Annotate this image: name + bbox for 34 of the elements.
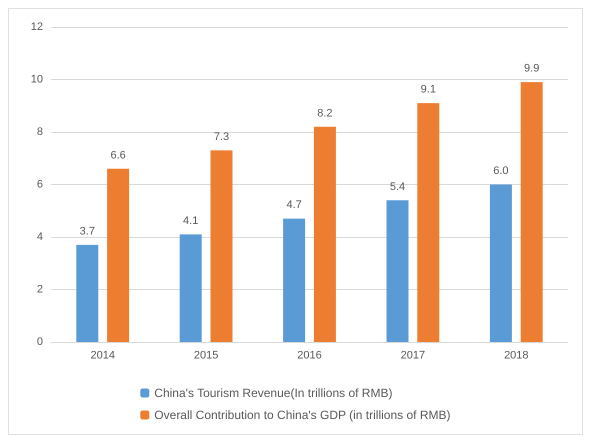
x-tick-label: 2016 xyxy=(297,350,322,362)
data-label: 6.6 xyxy=(110,149,126,162)
data-label: 8.2 xyxy=(317,107,333,120)
legend-label: Overall Contribution to China's GDP (in trillions of RMB) xyxy=(154,408,450,422)
data-label: 3.7 xyxy=(80,225,95,238)
data-label: 4.7 xyxy=(286,199,302,212)
bar xyxy=(76,244,98,342)
legend-label: China's Tourism Revenue(In trillions of RMB) xyxy=(154,386,392,400)
bar xyxy=(386,200,408,342)
y-tick-label: 0 xyxy=(36,336,43,348)
bar xyxy=(490,184,512,342)
bar xyxy=(417,103,440,342)
bar xyxy=(520,82,543,342)
data-label: 6.0 xyxy=(493,165,509,177)
y-tick-label: 10 xyxy=(30,74,43,86)
data-label: 5.4 xyxy=(390,180,406,193)
y-tick-label: 4 xyxy=(36,231,43,243)
data-label: 4.1 xyxy=(183,214,198,227)
bar xyxy=(314,126,336,342)
bar xyxy=(210,150,232,342)
x-tick-label: 2017 xyxy=(400,350,426,362)
x-tick-label: 2014 xyxy=(90,350,115,362)
bar xyxy=(107,168,130,342)
x-tick-label: 2018 xyxy=(504,350,529,362)
y-tick-label: 2 xyxy=(36,284,43,296)
bar xyxy=(283,218,306,342)
y-tick-label: 8 xyxy=(36,126,43,138)
data-label: 9.9 xyxy=(524,62,540,75)
data-label: 9.1 xyxy=(420,84,436,96)
y-tick-label: 6 xyxy=(36,178,43,190)
x-tick-label: 2015 xyxy=(194,350,218,362)
bar xyxy=(180,234,202,342)
data-label: 7.3 xyxy=(214,130,230,143)
y-tick-label: 12 xyxy=(30,21,43,33)
